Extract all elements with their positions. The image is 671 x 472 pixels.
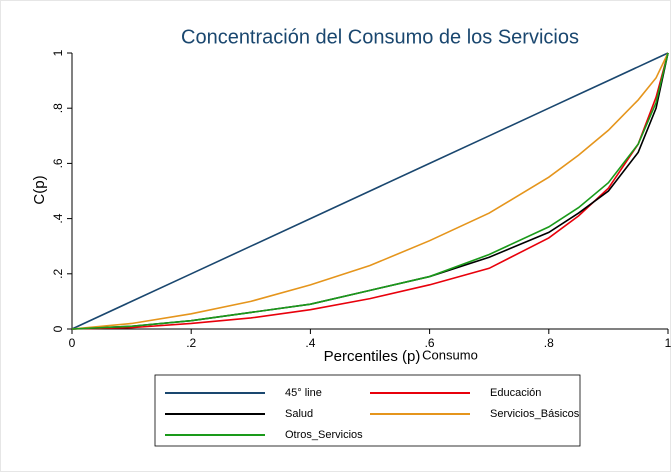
y-tick-label: .6 [51, 158, 65, 168]
legend-label: Salud [285, 408, 313, 420]
y-axis-title: C(p) [31, 175, 48, 204]
legend-label: Otros_Servicios [285, 429, 363, 441]
legend-label: Educación [490, 387, 541, 399]
y-tick-label: 1 [51, 49, 65, 56]
y-tick-label: .8 [51, 103, 65, 113]
y-tick-label: .4 [51, 213, 65, 223]
y-tick-label: .2 [51, 268, 65, 278]
x-tick-label: .8 [544, 336, 554, 350]
chart-title: Concentración del Consumo de los Servici… [181, 26, 579, 48]
series-line [71, 52, 669, 330]
x-tick-label: 1 [665, 336, 671, 350]
series-line [71, 52, 669, 330]
x-tick-label: 0 [69, 336, 76, 350]
x-axis-title: Percentiles (p) [324, 348, 421, 365]
note: Consumo [422, 347, 478, 362]
x-tick-label: .6 [425, 336, 435, 350]
legend-label: 45° line [285, 387, 322, 399]
x-tick-label: .4 [305, 336, 315, 350]
series-line [71, 52, 669, 330]
x-tick-label: .2 [186, 336, 196, 350]
legend-label: Servicios_Básicos [490, 408, 580, 420]
y-tick-label: 0 [51, 325, 65, 332]
